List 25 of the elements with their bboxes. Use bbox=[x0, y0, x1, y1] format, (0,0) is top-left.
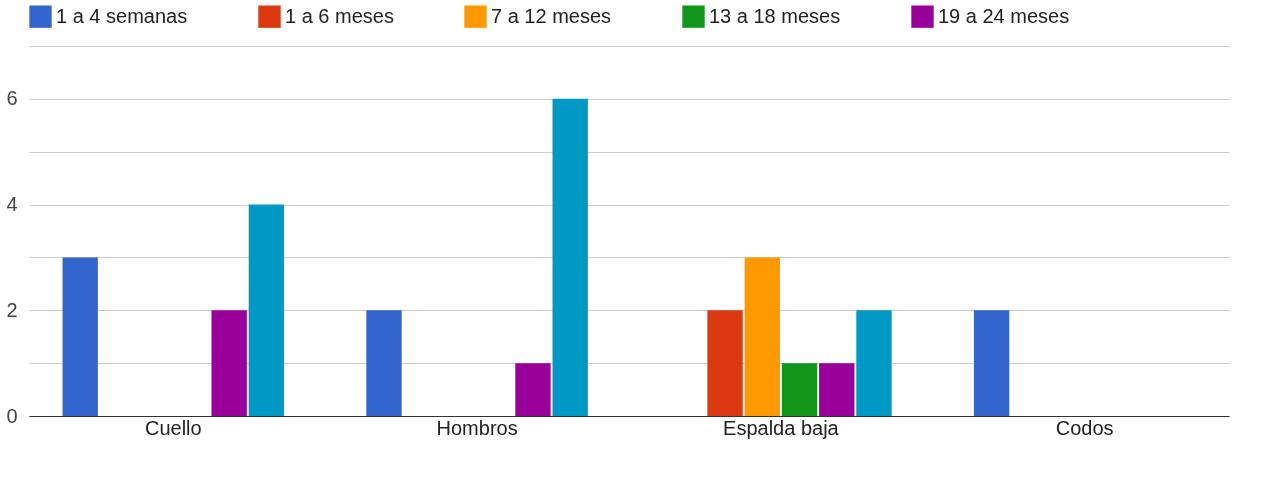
y-tick-label: 4 bbox=[6, 193, 18, 216]
x-tick-label: Codos bbox=[1055, 416, 1114, 439]
legend-label: 13 a 18 meses bbox=[709, 4, 841, 27]
legend-label: 7 a 12 meses bbox=[491, 4, 612, 27]
x-tick-label: Hombros bbox=[436, 416, 518, 439]
bar bbox=[552, 98, 588, 416]
bar bbox=[515, 363, 551, 416]
x-tick-label: Espalda baja bbox=[723, 416, 840, 439]
bar bbox=[744, 257, 780, 416]
bar bbox=[856, 310, 892, 416]
legend-label: 19 a 24 meses bbox=[938, 4, 1070, 27]
x-tick-label: Cuello bbox=[144, 416, 202, 439]
bar bbox=[211, 310, 247, 416]
y-tick-label: 2 bbox=[6, 298, 18, 321]
y-tick-label: 6 bbox=[6, 87, 18, 110]
bar bbox=[819, 363, 855, 416]
bar bbox=[707, 310, 743, 416]
bar bbox=[248, 204, 285, 416]
legend-label: 1 a 4 semanas bbox=[56, 4, 188, 27]
legend-label: 1 a 6 meses bbox=[285, 4, 394, 27]
bar bbox=[781, 363, 818, 416]
bar bbox=[62, 257, 98, 416]
bar bbox=[973, 310, 1010, 416]
bar bbox=[366, 310, 402, 416]
y-tick-label: 0 bbox=[6, 404, 18, 427]
